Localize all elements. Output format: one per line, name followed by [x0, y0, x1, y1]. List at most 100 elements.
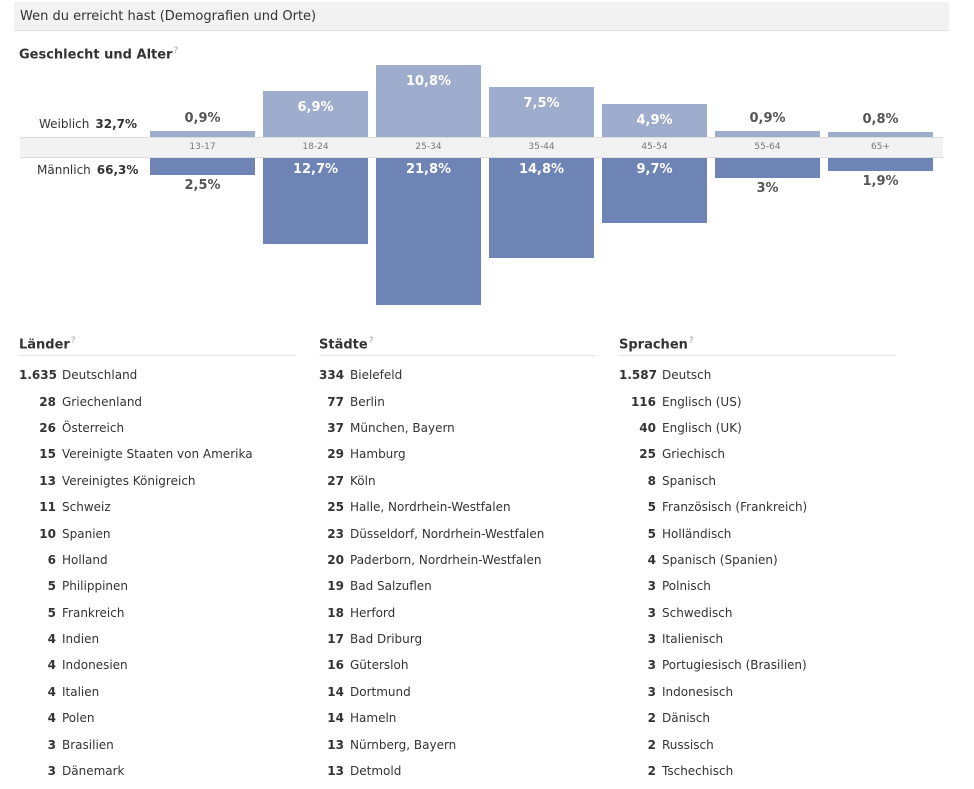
list-item: 14 Hameln: [319, 705, 596, 731]
help-icon[interactable]: ?: [70, 336, 76, 346]
list-item: 17 Bad Driburg: [319, 626, 596, 652]
item-count: 3: [647, 632, 656, 647]
item-count: 40: [639, 420, 656, 435]
list-item: 19 Bad Salzuflen: [319, 573, 596, 599]
item-count: 14: [327, 711, 344, 726]
male-value-label: 2,5%: [184, 178, 221, 193]
item-name: Österreich: [62, 420, 125, 435]
help-icon[interactable]: ?: [173, 46, 179, 56]
item-count: 17: [327, 632, 344, 647]
item-name: Berlin: [350, 394, 385, 409]
item-name: Vereinigtes Königreich: [62, 473, 196, 488]
item-name: Tschechisch: [662, 764, 734, 779]
item-name: Dänemark: [62, 764, 125, 779]
item-name: Halle, Nordrhein-Westfalen: [350, 500, 511, 515]
item-name: Dortmund: [350, 684, 411, 699]
list-item: 334 Bielefeld: [319, 362, 596, 388]
female-label: Weiblich 32,7%: [39, 117, 137, 131]
female-bar-55-64[interactable]: [715, 131, 820, 137]
list-item: 3 Italienisch: [619, 626, 896, 652]
item-name: Polnisch: [662, 579, 711, 594]
languages-title-text: Sprachen: [619, 337, 688, 353]
male-bar-45-54[interactable]: [602, 158, 707, 223]
item-name: Holländisch: [662, 526, 732, 541]
list-item: 4 Indonesien: [19, 652, 296, 678]
female-value-label: 0,8%: [862, 112, 899, 127]
list-item: 3 Schwedisch: [619, 600, 896, 626]
list-item: 15 Vereinigte Staaten von Amerika: [19, 441, 296, 467]
list-item: 5 Französisch (Frankreich): [619, 494, 896, 520]
male-bar-13-17[interactable]: [150, 158, 255, 175]
languages-title: Sprachen?: [619, 333, 896, 356]
list-item: 4 Italien: [19, 679, 296, 705]
male-value-label: 3%: [756, 181, 779, 196]
item-name: Englisch (UK): [662, 420, 742, 435]
female-bar-35-44[interactable]: [489, 87, 594, 137]
male-bar-65+[interactable]: [828, 158, 933, 171]
list-item: 29 Hamburg: [319, 441, 596, 467]
section-title: Wen du erreicht hast (Demografien und Or…: [20, 9, 317, 24]
male-bar-25-34[interactable]: [376, 158, 481, 305]
item-count: 37: [327, 420, 344, 435]
female-bar-25-34[interactable]: [376, 65, 481, 137]
age-group-label: 13-17: [189, 142, 216, 152]
list-item: 6 Holland: [19, 547, 296, 573]
male-total: 66,3%: [96, 163, 139, 177]
list-item: 37 München, Bayern: [319, 415, 596, 441]
item-count: 3: [47, 764, 56, 779]
help-icon[interactable]: ?: [688, 336, 694, 346]
item-count: 13: [327, 737, 344, 752]
list-item: 1.587 Deutsch: [619, 362, 896, 388]
item-name: Düsseldorf, Nordrhein-Westfalen: [350, 526, 545, 541]
list-item: 13 Vereinigtes Königreich: [19, 468, 296, 494]
male-bar-35-44[interactable]: [489, 158, 594, 258]
item-name: Spanisch: [662, 473, 716, 488]
item-name: Frankreich: [62, 605, 125, 620]
item-name: Dänisch: [662, 711, 710, 726]
item-count: 2: [647, 711, 656, 726]
list-item: 11 Schweiz: [19, 494, 296, 520]
item-name: Bad Driburg: [350, 632, 423, 647]
item-name: Paderborn, Nordrhein-Westfalen: [350, 552, 542, 567]
item-count: 29: [327, 447, 344, 462]
item-name: Vereinigte Staaten von Amerika: [62, 447, 253, 462]
item-name: Bielefeld: [350, 368, 403, 383]
cities-title-text: Städte: [319, 337, 368, 353]
item-count: 8: [647, 473, 656, 488]
item-count: 20: [327, 552, 344, 567]
female-bar-45-54[interactable]: [602, 104, 707, 137]
section-header: Wen du erreicht hast (Demografien und Or…: [14, 2, 949, 31]
female-value-label: 6,9%: [297, 100, 334, 115]
item-count: 3: [647, 605, 656, 620]
languages-list: 1.587 Deutsch 116 Englisch (US) 40 Englisch (…: [619, 362, 896, 784]
age-group-label: 25-34: [415, 142, 442, 152]
help-icon[interactable]: ?: [368, 336, 374, 346]
list-item: 5 Frankreich: [19, 600, 296, 626]
female-bar-65+[interactable]: [828, 132, 933, 137]
item-count: 6: [47, 552, 56, 567]
female-bar-18-24[interactable]: [263, 91, 368, 137]
list-item: 5 Holländisch: [619, 520, 896, 546]
item-count: 5: [647, 500, 656, 515]
countries-title: Länder?: [19, 333, 296, 356]
item-count: 1.587: [619, 368, 657, 383]
list-item: 40 Englisch (UK): [619, 415, 896, 441]
male-bar-55-64[interactable]: [715, 158, 820, 178]
item-name: Englisch (US): [662, 394, 742, 409]
item-name: München, Bayern: [350, 420, 455, 435]
list-item: 8 Spanisch: [619, 468, 896, 494]
item-name: Spanisch (Spanien): [662, 552, 778, 567]
item-name: Holland: [62, 552, 108, 567]
female-bar-13-17[interactable]: [150, 131, 255, 137]
item-name: Schweiz: [62, 500, 111, 515]
item-count: 19: [327, 579, 344, 594]
item-count: 3: [647, 658, 656, 673]
item-name: Italienisch: [662, 632, 724, 647]
gender-age-chart: Geschlecht und Alter? Weiblich 32,7% Männ…: [0, 0, 974, 320]
item-name: Schwedisch: [662, 605, 733, 620]
female-label-text: Weiblich: [39, 117, 90, 131]
item-count: 10: [39, 526, 56, 541]
male-bar-18-24[interactable]: [263, 158, 368, 244]
male-value-label: 14,8%: [518, 162, 565, 177]
item-name: Hamburg: [350, 447, 406, 462]
